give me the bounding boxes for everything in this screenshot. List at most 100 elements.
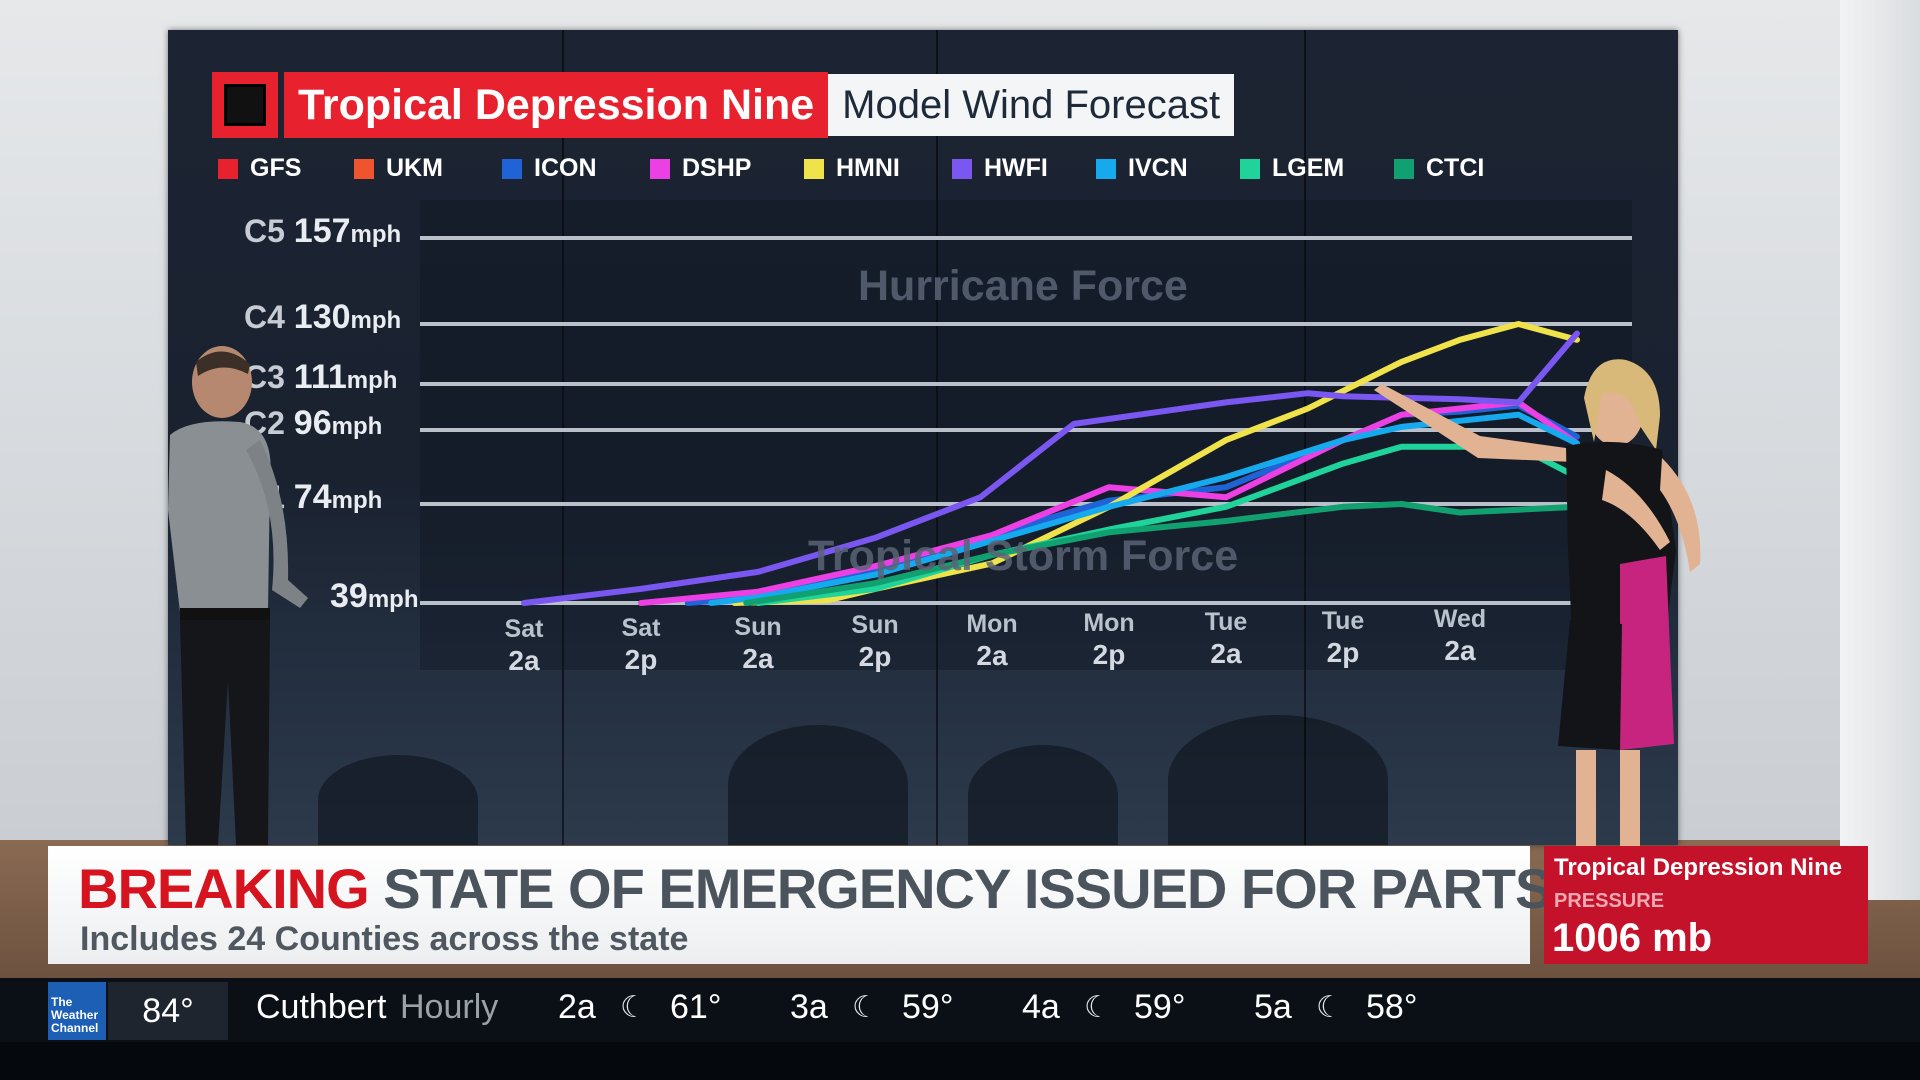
legend-item-ivcn: IVCN — [1096, 154, 1240, 183]
info-title: Tropical Depression Nine — [1554, 854, 1843, 881]
x-tick-day: Tue — [1204, 607, 1248, 636]
wall-seam — [1304, 30, 1306, 845]
weather-channel-logo: The Weather Channel — [48, 982, 106, 1040]
legend-label: UKM — [386, 154, 443, 182]
y-tick-category: C4 — [244, 299, 294, 335]
legend-label: GFS — [250, 154, 302, 182]
legend-swatch — [952, 158, 972, 179]
x-tick-day: Sat — [621, 613, 661, 642]
y-tick-label: C2 96mph — [244, 404, 382, 443]
legend-item-dshp: DSHP — [650, 154, 804, 183]
x-tick-time: 2p — [1326, 636, 1360, 668]
hourly-temp: 58° — [1366, 988, 1418, 1026]
breaking-news-banner: BREAKING STATE OF EMERGENCY ISSUED FOR P… — [48, 846, 1724, 964]
palm-silhouette — [318, 755, 478, 845]
y-tick-unit: mph — [350, 221, 402, 248]
hurricane-force-label: Hurricane Force — [858, 262, 1188, 310]
hourly-time: 4a — [1022, 988, 1060, 1026]
legend-swatch — [804, 158, 824, 179]
legend-label: LGEM — [1272, 154, 1345, 182]
legend-swatch — [1096, 158, 1116, 179]
x-tick-day: Sat — [504, 615, 544, 643]
legend-swatch — [650, 158, 670, 179]
ticker-location: Cuthbert — [256, 988, 387, 1026]
ticker-bar — [0, 978, 1920, 1042]
x-tick-label: Mon 2a — [942, 609, 1042, 671]
series-line-dshp — [638, 399, 1580, 606]
x-tick-day: Wed — [1433, 605, 1487, 634]
hourly-time: 2a — [558, 988, 596, 1026]
legend-swatch — [1240, 158, 1260, 179]
y-tick-unit: mph — [331, 487, 383, 514]
storm-name: Tropical Depression Nine — [284, 72, 829, 138]
legend-label: CTCI — [1426, 154, 1485, 182]
legend-swatch — [218, 158, 238, 179]
legend-item-ukm: UKM — [354, 154, 502, 183]
y-tick-value: 74 — [293, 478, 332, 516]
presenter-left — [168, 346, 308, 845]
moon-icon: ☾ — [1084, 991, 1111, 1024]
x-tick-label: Wed 2a — [1410, 604, 1510, 666]
x-tick-day: Sun — [734, 612, 782, 641]
y-tick-unit: mph — [346, 367, 398, 394]
legend-swatch — [354, 158, 374, 179]
x-tick-time: 2p — [1092, 639, 1126, 670]
x-tick-time: 2p — [624, 643, 658, 675]
x-tick-time: 2a — [1444, 635, 1476, 667]
x-tick-label: Sun 2a — [708, 612, 808, 674]
pressure-value: 1006 mb — [1552, 916, 1713, 960]
moon-icon: ☾ — [620, 991, 647, 1024]
legend-label: DSHP — [682, 154, 752, 182]
palm-silhouette — [968, 745, 1118, 845]
chart-legend: GFS UKM ICON DSHP HMNI HWFI IVCN LGEM CTCI — [218, 154, 1514, 183]
tropical-storm-force-label: Tropical Storm Force — [808, 532, 1239, 580]
y-tick-value: 111 — [293, 358, 347, 396]
chart-subject: Model Wind Forecast — [828, 74, 1235, 136]
moon-icon: ☾ — [852, 991, 879, 1024]
ticker-mode: Hourly — [400, 988, 499, 1026]
hourly-temp: 59° — [1134, 988, 1186, 1026]
legend-item-ctci: CTCI — [1394, 154, 1514, 183]
breaking-tag: BREAKING — [78, 857, 370, 920]
video-wall — [168, 30, 1678, 845]
x-tick-day: Tue — [1321, 606, 1365, 635]
legend-swatch — [502, 158, 522, 179]
x-tick-time: 2a — [742, 642, 774, 674]
presenter-right — [1374, 359, 1701, 846]
x-tick-day: Mon — [1083, 609, 1135, 637]
wall-seam — [562, 30, 564, 845]
y-tick-unit: mph — [350, 307, 402, 334]
legend-label: HMNI — [836, 154, 900, 182]
y-tick-unit: mph — [331, 413, 383, 440]
studio-wall — [1840, 0, 1920, 900]
legend-label: ICON — [534, 154, 597, 182]
pressure-label: PRESSURE — [1554, 890, 1665, 912]
x-tick-label: Sun 2p — [825, 610, 925, 672]
legend-swatch — [1394, 158, 1414, 179]
series-line-hwfi — [521, 330, 1580, 606]
y-tick-unit: mph — [367, 586, 419, 613]
square-icon — [224, 84, 266, 126]
y-tick-value: 39 — [330, 577, 368, 615]
x-tick-label: Tue 2a — [1176, 607, 1276, 669]
hourly-time: 5a — [1254, 988, 1292, 1026]
y-tick-value: 96 — [293, 404, 332, 442]
title-icon-box — [212, 72, 278, 138]
x-tick-time: 2p — [858, 641, 892, 673]
y-tick-value: 157 — [293, 212, 351, 250]
x-tick-time: 2a — [1210, 637, 1242, 669]
x-tick-label: Sat 2p — [591, 613, 691, 675]
weather-ticker: The Weather Channel 84° Cuthbert Hourly … — [0, 978, 1920, 1080]
headline-text: STATE OF EMERGENCY ISSUED FOR PARTS OF F… — [383, 857, 1723, 920]
legend-item-icon: ICON — [502, 154, 650, 183]
x-tick-day: Mon — [966, 610, 1018, 639]
legend-label: IVCN — [1128, 154, 1188, 182]
hourly-temp: 59° — [902, 988, 954, 1026]
legend-item-hwfi: HWFI — [952, 154, 1096, 183]
series-line-ctci — [743, 501, 1580, 606]
subheadline: Includes 24 Counties across the state — [80, 920, 689, 958]
current-temp: 84° — [108, 982, 228, 1040]
x-tick-day: Sun — [851, 611, 899, 640]
hourly-temp: 61° — [670, 988, 722, 1026]
